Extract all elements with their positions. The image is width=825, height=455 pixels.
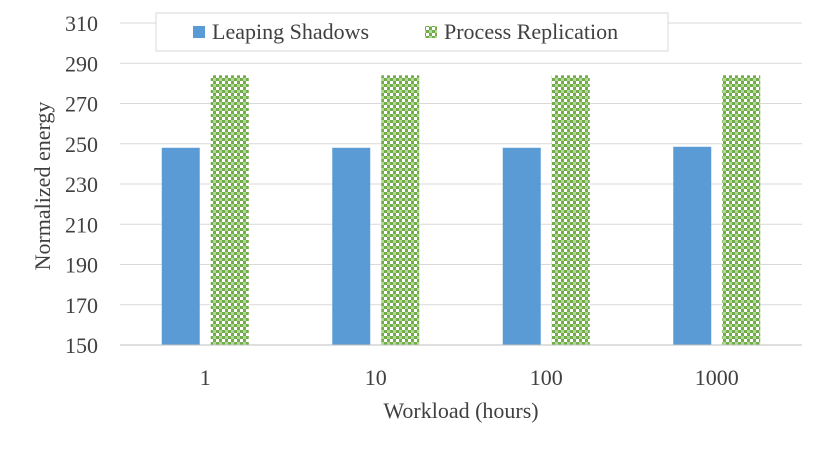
x-axis-title: Workload (hours) [383, 398, 538, 423]
legend-box [155, 12, 669, 52]
x-tick-label: 1 [200, 365, 211, 390]
legend-label-leaping-shadows: Leaping Shadows [212, 19, 369, 44]
y-tick-label: 190 [65, 253, 98, 278]
bar-leaping-shadows-1000 [673, 146, 712, 345]
legend-label-process-replication: Process Replication [444, 19, 618, 44]
legend-swatch-leaping-shadows [193, 26, 205, 38]
bars [161, 75, 761, 345]
bar-process-replication-10 [381, 75, 420, 345]
y-tick-label: 150 [65, 333, 98, 358]
y-tick-label: 170 [65, 293, 98, 318]
x-tick-label: 100 [530, 365, 563, 390]
y-axis-ticks: 150 170 190 210 230 250 270 290 310 [65, 11, 98, 358]
y-axis-title: Normalized energy [30, 102, 55, 271]
bar-leaping-shadows-1 [161, 147, 200, 345]
y-tick-label: 250 [65, 132, 98, 157]
y-tick-label: 270 [65, 92, 98, 117]
y-tick-label: 310 [65, 11, 98, 36]
bar-process-replication-1000 [722, 75, 761, 345]
bar-process-replication-1 [210, 75, 249, 345]
legend-swatch-process-replication [425, 26, 437, 38]
x-tick-label: 1000 [695, 365, 739, 390]
bar-leaping-shadows-100 [502, 147, 541, 345]
x-tick-label: 10 [365, 365, 387, 390]
y-tick-label: 210 [65, 212, 98, 237]
y-tick-label: 290 [65, 51, 98, 76]
bar-leaping-shadows-10 [332, 147, 371, 345]
bar-process-replication-100 [551, 75, 590, 345]
x-axis-ticks: 1 10 100 1000 [200, 365, 739, 390]
y-tick-label: 230 [65, 172, 98, 197]
legend: Leaping Shadows Process Replication [155, 12, 669, 52]
